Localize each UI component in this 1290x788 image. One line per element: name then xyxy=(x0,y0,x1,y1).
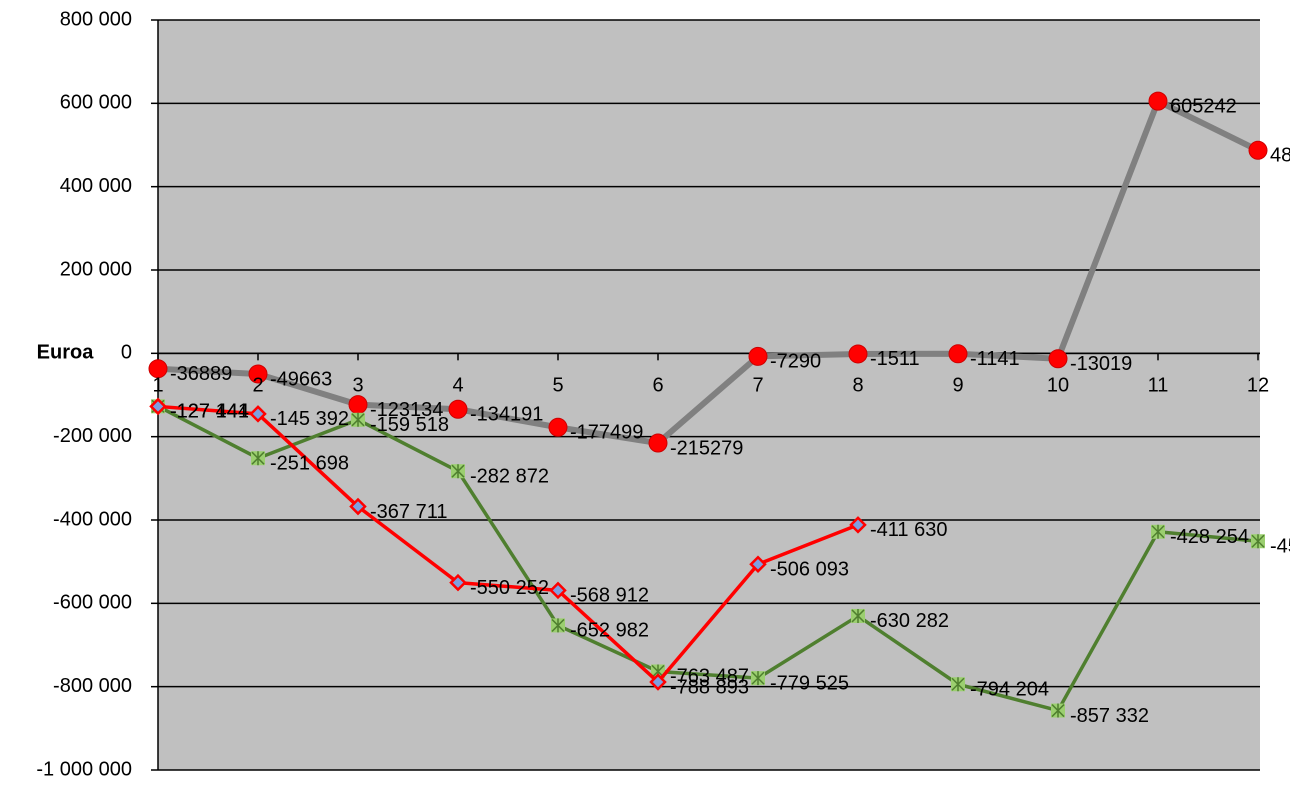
x-tick-label: 1 xyxy=(152,375,163,397)
x-tick-label: 2 xyxy=(252,375,263,397)
data-label: -36889 xyxy=(170,363,232,385)
data-label: -127 144 xyxy=(170,401,249,423)
data-label: -1141 xyxy=(970,348,1020,370)
x-tick-label: 5 xyxy=(552,375,563,397)
y-tick-label: -200 000 xyxy=(53,425,132,447)
data-label: -1511 xyxy=(870,348,920,370)
y-tick-label: -600 000 xyxy=(53,592,132,614)
point-marker xyxy=(549,581,567,600)
point-marker xyxy=(249,405,267,423)
data-label: -177499 xyxy=(570,422,643,444)
point-marker xyxy=(449,573,467,592)
data-label: -857 332 xyxy=(1070,705,1149,727)
x-tick-label: 7 xyxy=(752,375,763,397)
x-tick-label: 6 xyxy=(652,375,663,397)
y-tick-label: 800 000 xyxy=(60,8,132,30)
point-marker xyxy=(849,516,867,534)
point-marker xyxy=(648,433,668,453)
y-tick-label: -1 000 000 xyxy=(36,758,132,780)
x-tick-label: 12 xyxy=(1247,375,1269,397)
data-label: -788 893 xyxy=(670,676,749,698)
x-tick-label: 8 xyxy=(852,375,863,397)
series-line xyxy=(157,98,1260,447)
series-line xyxy=(157,404,1259,713)
data-label: -794 204 xyxy=(970,679,1049,701)
point-marker xyxy=(748,346,768,366)
x-tick-label: 10 xyxy=(1047,375,1069,397)
data-label: -779 525 xyxy=(770,672,849,694)
data-label: -13019 xyxy=(1070,353,1132,375)
point-marker xyxy=(948,344,968,364)
data-label: -282 872 xyxy=(470,465,549,487)
point-marker xyxy=(651,664,665,679)
point-marker xyxy=(848,344,868,364)
point-marker xyxy=(448,399,468,419)
y-axis-label: Euroa xyxy=(37,341,95,363)
point-marker xyxy=(1148,91,1168,111)
point-marker xyxy=(751,671,765,686)
y-tick-label: 200 000 xyxy=(60,258,132,280)
data-label: 487296 xyxy=(1270,145,1290,167)
data-label: -49663 xyxy=(270,368,332,390)
point-marker xyxy=(149,397,167,416)
data-label: -251 698 xyxy=(270,452,349,474)
point-marker xyxy=(551,618,565,633)
x-tick-label: 9 xyxy=(952,375,963,397)
data-label: -428 254 xyxy=(1170,526,1249,548)
point-marker xyxy=(851,608,865,623)
data-label: -367 711 xyxy=(370,501,447,523)
x-tick-label: 3 xyxy=(352,375,363,397)
point-marker xyxy=(251,451,265,466)
data-label: -7290 xyxy=(770,351,821,373)
y-tick-label: -400 000 xyxy=(53,508,132,530)
data-label: -215279 xyxy=(670,437,743,459)
point-marker xyxy=(548,417,568,437)
point-marker xyxy=(649,673,667,691)
data-label: -550 252 xyxy=(470,577,549,599)
data-label: -763 487 xyxy=(670,666,749,688)
data-label: -159 518 xyxy=(370,414,449,436)
point-marker xyxy=(1151,524,1165,539)
y-tick-label: 400 000 xyxy=(60,175,132,197)
data-label: -506 093 xyxy=(770,558,849,580)
data-label: -145 392 xyxy=(270,408,349,430)
point-marker xyxy=(451,464,465,479)
point-marker xyxy=(148,359,168,379)
point-marker xyxy=(1248,140,1268,160)
point-marker xyxy=(248,364,268,384)
y-tick-label: 0 xyxy=(121,342,132,364)
point-marker xyxy=(349,497,367,516)
data-label: -568 912 xyxy=(570,585,649,607)
data-label: -450 976 xyxy=(1270,536,1290,558)
data-label: -630 282 xyxy=(870,610,949,632)
y-tick-label: 600 000 xyxy=(60,92,132,114)
point-marker xyxy=(348,395,368,415)
x-tick-label: 11 xyxy=(1148,375,1169,397)
series-line xyxy=(157,404,859,684)
data-label: -134191 xyxy=(470,404,543,426)
data-label: -652 982 xyxy=(570,620,649,642)
x-tick-label: 4 xyxy=(452,375,463,397)
data-label: -123134 xyxy=(370,399,443,421)
data-label: -411 630 xyxy=(870,519,947,541)
y-tick-label: -800 000 xyxy=(53,675,132,697)
point-marker xyxy=(749,555,767,573)
point-marker xyxy=(951,677,965,692)
data-label: 605242 xyxy=(1170,95,1237,117)
point-marker xyxy=(351,412,365,427)
point-marker xyxy=(1048,349,1068,369)
point-marker xyxy=(1251,534,1265,549)
data-label: -127 441 xyxy=(170,401,249,423)
point-marker xyxy=(1051,703,1065,718)
